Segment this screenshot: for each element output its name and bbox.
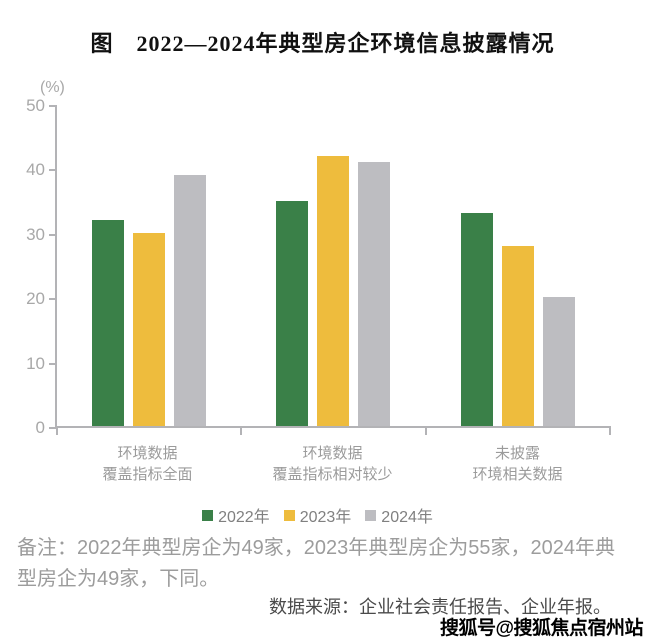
legend-label: 2024年 <box>381 509 433 526</box>
bar-2022年-group3 <box>460 213 493 426</box>
y-axis-tick <box>49 298 57 301</box>
category-label-line: 覆盖指标全面 <box>102 466 193 483</box>
legend-swatch <box>202 509 214 521</box>
x-axis-tick <box>56 426 58 435</box>
bar-2024年-group3 <box>542 297 575 426</box>
bar-2023年-group2 <box>317 155 350 426</box>
y-axis-tick-label: 0 <box>35 418 45 437</box>
y-axis-tick <box>49 362 57 365</box>
category-label-line: 未披露 <box>494 445 540 462</box>
y-axis-tick-label: 20 <box>26 289 45 309</box>
legend-swatch <box>365 509 377 521</box>
x-axis-tick <box>609 426 611 435</box>
y-axis-tick <box>49 427 57 429</box>
bar-group <box>426 106 610 426</box>
y-axis-tick-label: 40 <box>26 160 45 180</box>
chart-legend: 2022年 2023年 2024年 <box>40 503 595 527</box>
x-axis-tick <box>240 426 243 435</box>
chart-title: 图 2022—2024年典型房企环境信息披露情况 <box>90 31 555 56</box>
bar-groups <box>57 106 610 426</box>
legend-label: 2022年 <box>218 509 270 526</box>
x-axis-tick <box>424 426 427 435</box>
legend-label: 2023年 <box>299 509 352 526</box>
note-text: 备注：2022年典型房企为49家，2023年典型房企为55家，2024年典型房企… <box>17 537 615 590</box>
bar-2022年-group2 <box>276 200 309 426</box>
bar-group <box>57 106 241 426</box>
y-axis-tick-label: 30 <box>26 224 45 244</box>
y-axis-tick <box>49 105 57 107</box>
category-label: 未披露 环境相关数据 <box>425 443 610 485</box>
bar-2024年-group1 <box>174 174 207 426</box>
y-axis-tick <box>49 233 57 236</box>
legend-item: 2022年 <box>202 503 270 527</box>
bar-2022年-group1 <box>92 219 125 426</box>
category-label-line: 环境数据 <box>302 445 363 462</box>
x-axis-category-labels: 环境数据 覆盖指标全面 环境数据 覆盖指标相对较少 未披露 环境相关数据 <box>55 443 610 485</box>
bar-2023年-group1 <box>133 232 166 426</box>
category-label-line: 覆盖指标相对较少 <box>272 466 393 483</box>
y-axis-tick-label: 50 <box>26 96 45 115</box>
category-label-line: 环境数据 <box>117 445 178 462</box>
category-label: 环境数据覆盖指标相对较少 <box>240 443 425 485</box>
y-axis-unit-label: (%) <box>40 79 65 96</box>
bar-chart-plot-area: 0 10 20 30 40 50 <box>26 96 611 437</box>
category-label: 环境数据覆盖指标全面 <box>55 443 240 485</box>
category-label-line: 环境相关数据 <box>472 466 563 483</box>
source-text: 数据来源：企业社会责任报告、企业年报。 <box>269 597 611 617</box>
legend-swatch <box>283 509 295 521</box>
bar-2024年-group2 <box>358 161 391 426</box>
legend-item: 2023年 <box>283 503 352 527</box>
legend-item: 2024年 <box>365 503 433 527</box>
y-axis-tick-label: 10 <box>26 353 45 373</box>
bar-2023年-group3 <box>501 245 534 426</box>
bar-group <box>241 106 425 426</box>
y-axis-tick <box>49 169 57 172</box>
watermark-text: 搜狐号@搜狐焦点宿州站 <box>439 618 644 639</box>
